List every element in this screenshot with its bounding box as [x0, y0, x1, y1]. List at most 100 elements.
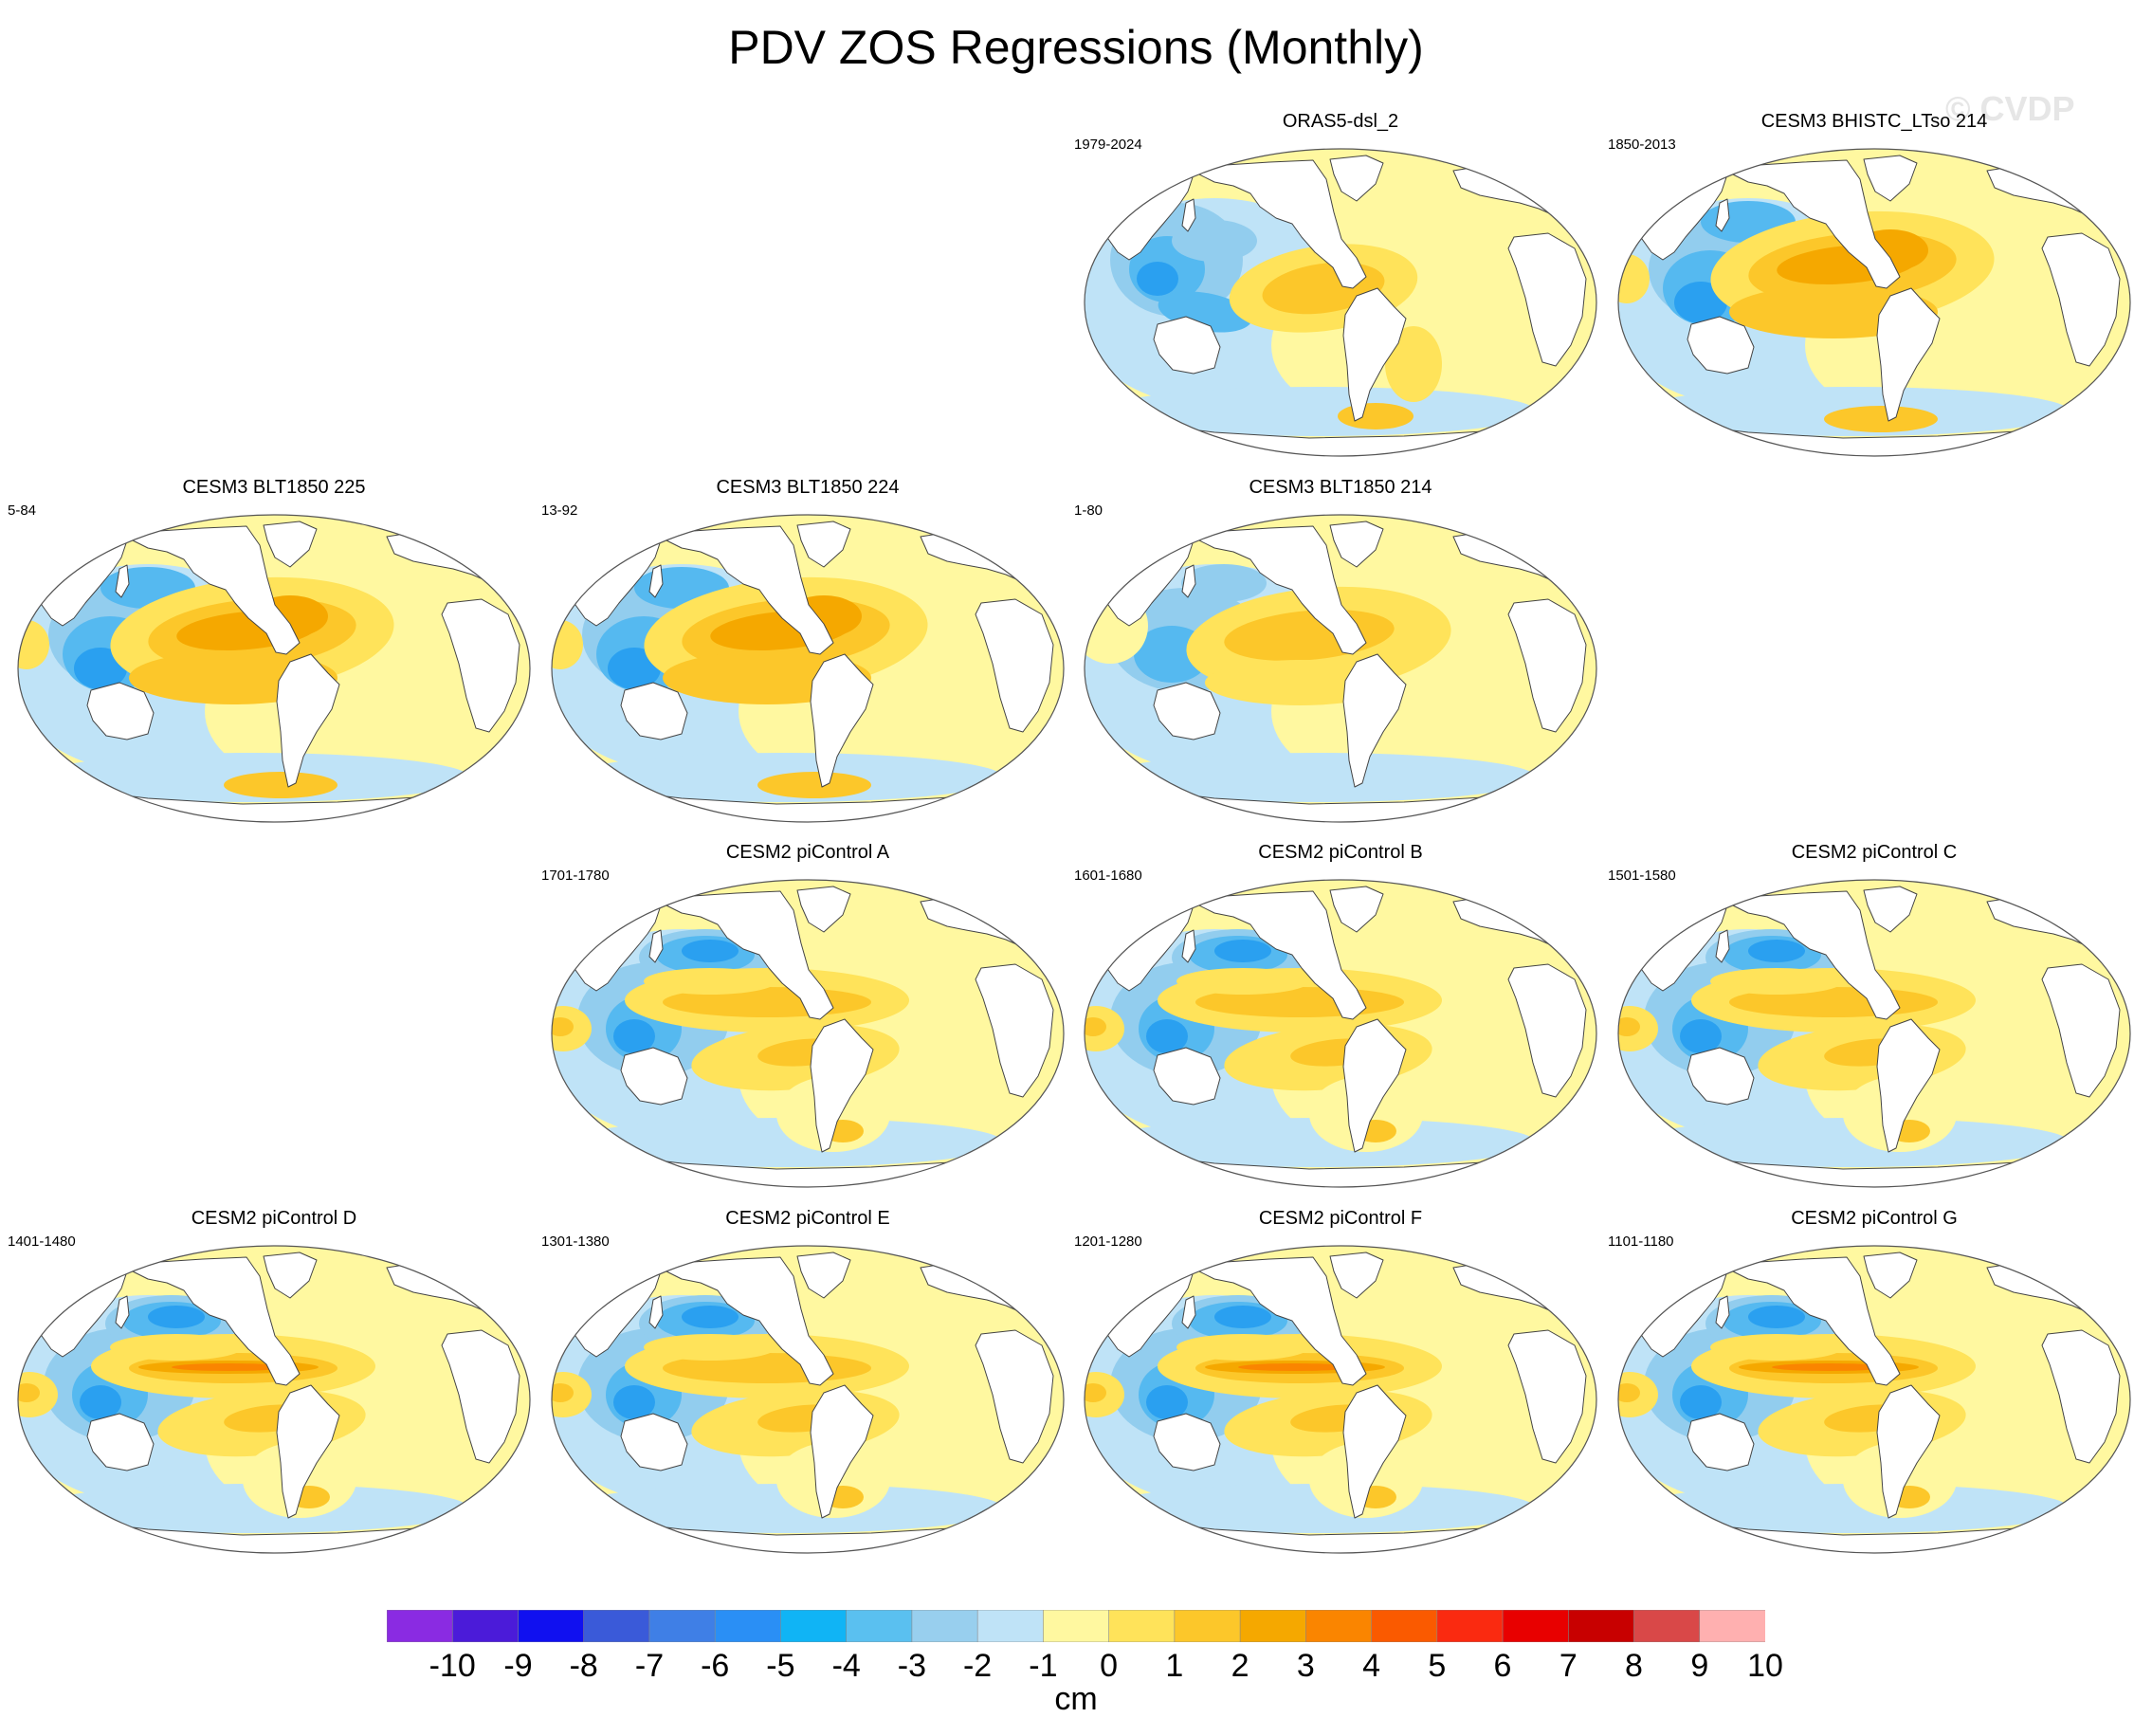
- panel-years: 1-80: [1074, 503, 1103, 519]
- map-panel-cesm3-blt1850-224: CESM3 BLT1850 224 13-92: [541, 476, 1074, 827]
- land-mass: [1715, 198, 1730, 232]
- land-mass: [1687, 316, 1755, 375]
- map-field: [552, 880, 1064, 1187]
- contour-region: [148, 1306, 205, 1328]
- land-mass: [1329, 1252, 1384, 1299]
- map-plot: [551, 514, 1065, 823]
- colorbar-units: cm: [1054, 1681, 1098, 1717]
- land-mass: [810, 1384, 874, 1519]
- map-frame: [1617, 1245, 2131, 1554]
- panel-title: CESM3 BHISTC_LTso 214: [1760, 111, 1988, 132]
- panel-title: CESM2 piControl B: [1258, 842, 1423, 863]
- land-mass: [1153, 316, 1221, 375]
- contour-region: [1137, 262, 1178, 296]
- panel-years: 5-84: [8, 503, 37, 519]
- land-mass: [2041, 232, 2121, 367]
- land-mass: [975, 963, 1054, 1098]
- colorbar-swatch: [1502, 1610, 1570, 1642]
- land-mass: [1863, 155, 1918, 202]
- land-mass: [1863, 886, 1918, 933]
- colorbar-swatch: [648, 1610, 716, 1642]
- contour-region: [1176, 968, 1309, 995]
- contour-region: [644, 1334, 776, 1361]
- contour-region: [552, 1017, 574, 1036]
- land-mass: [1342, 1018, 1407, 1153]
- land-mass: [648, 1295, 664, 1329]
- land-mass: [810, 653, 874, 788]
- land-mass: [86, 682, 155, 740]
- panel-title: CESM3 BLT1850 214: [1249, 477, 1432, 498]
- contour-region: [1680, 1385, 1722, 1419]
- colorbar-swatch: [1174, 1610, 1241, 1642]
- panel-years: 1701-1780: [541, 868, 610, 884]
- map-field: [552, 1246, 1064, 1553]
- colorbar-tick-label: 1: [1165, 1648, 1184, 1684]
- panel-years: 1979-2024: [1074, 137, 1142, 153]
- contour-region: [1146, 1385, 1188, 1419]
- map-plot: [551, 1245, 1065, 1554]
- land-mass: [620, 1413, 688, 1471]
- colorbar-swatch: [1043, 1610, 1110, 1642]
- colorbar-tick-label: -6: [701, 1648, 730, 1684]
- land-mass: [1342, 653, 1407, 788]
- colorbar-tick-label: 8: [1625, 1648, 1643, 1684]
- panel-years: 1101-1180: [1608, 1233, 1674, 1250]
- map-frame: [1617, 148, 2131, 457]
- map-frame: [551, 514, 1065, 823]
- panel-years: 1201-1280: [1074, 1233, 1142, 1250]
- map-plot: [1617, 148, 2131, 457]
- contour-region: [1634, 1118, 2070, 1167]
- colorbar-swatch: [780, 1610, 848, 1642]
- land-mass: [1153, 1047, 1221, 1106]
- contour-region: [1680, 1019, 1722, 1053]
- land-mass: [1876, 1018, 1941, 1153]
- map-panel-cesm3-blt1850-214: CESM3 BLT1850 214 1-80: [1074, 476, 1607, 827]
- watermark: © CVDP: [1945, 89, 2075, 128]
- map-frame: [551, 1245, 1065, 1554]
- colorbar-swatch: [1633, 1610, 1701, 1642]
- map-frame: [17, 514, 531, 823]
- contour-region: [1618, 1017, 1640, 1036]
- colorbar-labels: -10 -9 -8 -7 -6 -5 -4 -3 -2 -1 0 1 2 3 4 5 6 7 8 9 10: [0, 1647, 2152, 1685]
- contour-region: [1101, 753, 1537, 802]
- land-mass: [1507, 598, 1587, 733]
- contour-region: [1748, 1306, 1805, 1328]
- colorbar-swatch: [911, 1610, 978, 1642]
- map-frame: [551, 879, 1065, 1188]
- contour-region: [1618, 1383, 1640, 1402]
- colorbar-tick-label: -3: [897, 1648, 926, 1684]
- panel-years: 1401-1480: [8, 1233, 76, 1250]
- figure-title: PDV ZOS Regressions (Monthly): [728, 21, 1424, 74]
- contour-region: [18, 620, 49, 669]
- colorbar-tick-label: -7: [634, 1648, 665, 1684]
- map-panel-cesm2-d: CESM2 piControl D 1401-1480: [8, 1207, 540, 1558]
- contour-region: [1385, 326, 1442, 402]
- panel-title: CESM3 BLT1850 224: [716, 477, 900, 498]
- land-mass: [1342, 1384, 1407, 1519]
- land-mass: [1195, 1256, 1367, 1386]
- land-mass: [86, 1413, 155, 1471]
- colorbar-swatch: [387, 1610, 454, 1642]
- land-mass: [1876, 287, 1941, 422]
- contour-region: [757, 772, 871, 798]
- panel-title: CESM2 piControl D: [191, 1208, 357, 1229]
- colorbar-swatch: [1567, 1610, 1635, 1642]
- land-mass: [1728, 890, 1901, 1020]
- land-mass: [115, 564, 130, 598]
- colorbar-swatch: [583, 1610, 650, 1642]
- map-frame: [1084, 879, 1597, 1188]
- panel-years: 1601-1680: [1074, 868, 1142, 884]
- colorbar-swatch: [1436, 1610, 1504, 1642]
- contour-region: [1710, 968, 1843, 995]
- land-mass: [441, 1329, 520, 1464]
- map-plot: [1084, 1245, 1597, 1554]
- contour-region: [1085, 1017, 1106, 1036]
- map-field: [1085, 880, 1596, 1187]
- land-mass: [1153, 1413, 1221, 1471]
- map-plot: [17, 1245, 531, 1554]
- land-mass: [662, 890, 834, 1020]
- panel-title: ORAS5-dsl_2: [1282, 111, 1399, 132]
- land-mass: [620, 1047, 688, 1106]
- colorbar-tick-label: -10: [429, 1648, 476, 1684]
- land-mass: [1715, 1295, 1730, 1329]
